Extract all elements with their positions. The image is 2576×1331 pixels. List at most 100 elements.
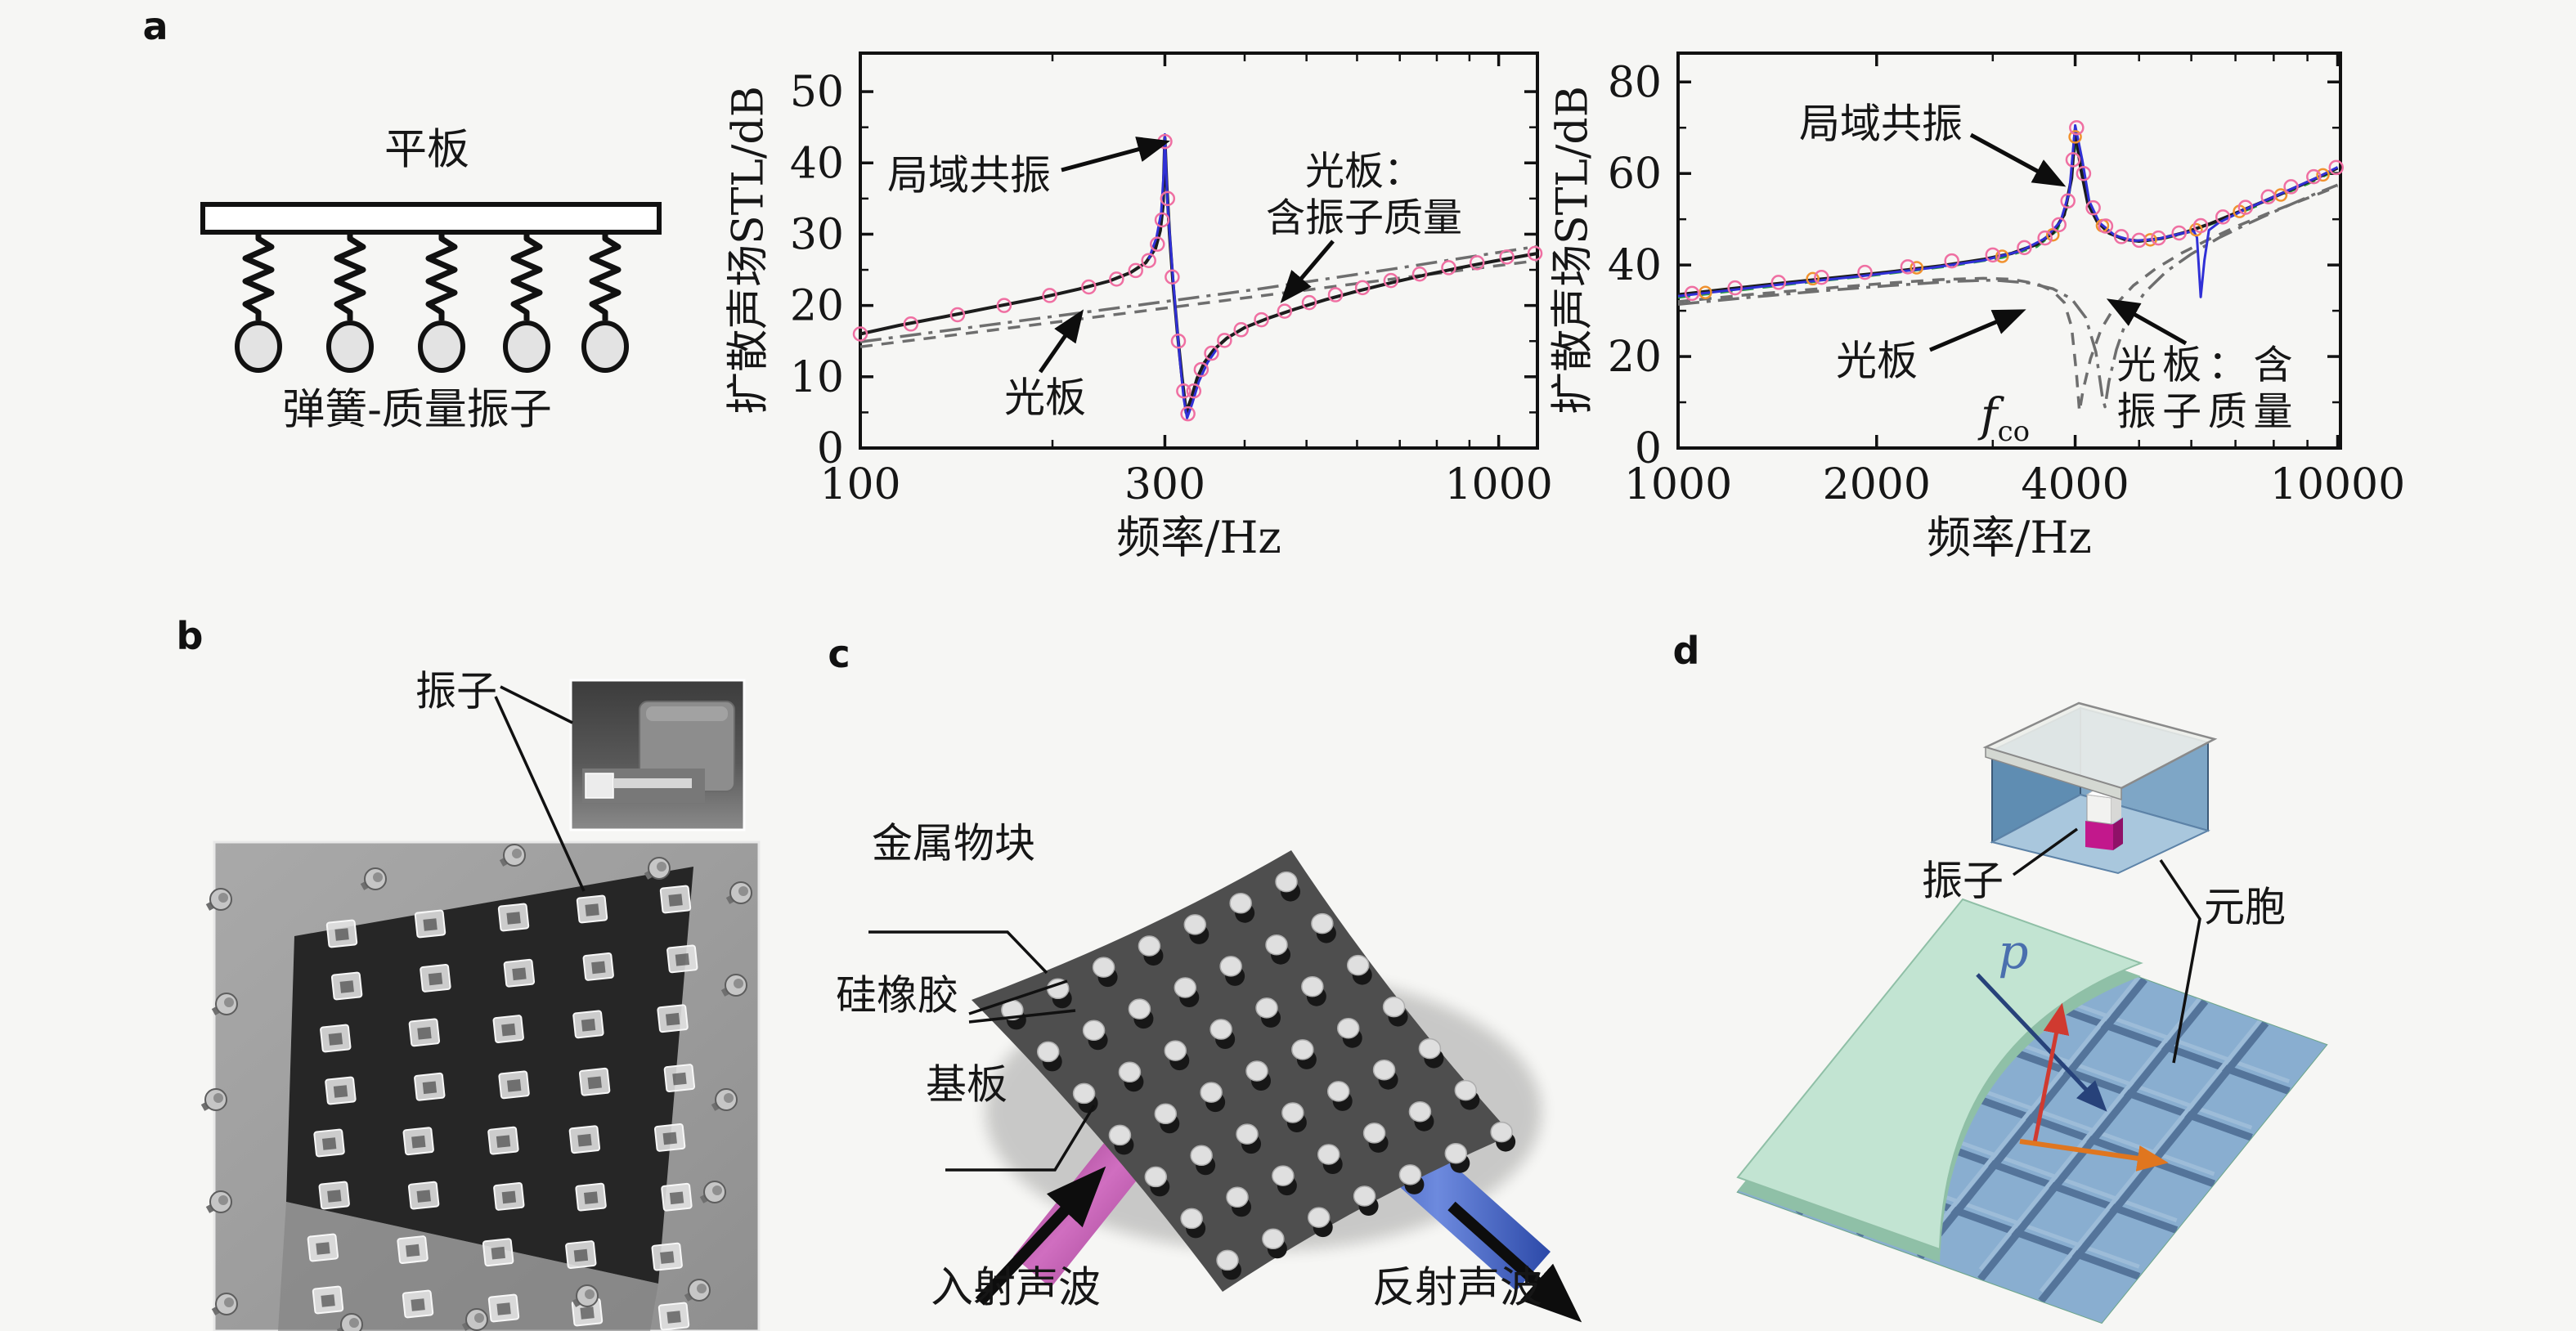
metamaterial-plate-diagram <box>868 850 1582 1323</box>
metal-block-label: 金属物块 <box>872 819 1035 867</box>
unit-cell-cube <box>1982 701 2218 875</box>
chart1-annotation-local-resonance: 局域共振 <box>1799 100 1963 148</box>
incident-arrow <box>975 1166 1106 1306</box>
marker <box>1154 212 1170 228</box>
mounting-bolts <box>200 844 752 1331</box>
z-axis-arrow <box>2032 1002 2070 1144</box>
marker <box>1527 245 1543 262</box>
marker <box>1910 261 1923 275</box>
marker <box>1499 249 1515 265</box>
incident-wave-label: 入射声波 <box>930 1263 1102 1313</box>
stud <box>1398 1164 1425 1194</box>
bolt-6 <box>205 1190 232 1213</box>
resonator-piece <box>420 964 451 993</box>
bolt-8 <box>720 974 747 997</box>
chart0-frame <box>859 52 1539 450</box>
chart1-annotation-bare-plate-with-mass: 光板：含振子质量 <box>2116 342 2293 434</box>
chart1-frame <box>1676 52 2342 450</box>
chart1-annotation-arrow-0 <box>1969 132 2067 187</box>
chart1-series-1-line <box>1677 183 2339 409</box>
mass-0 <box>235 320 282 373</box>
chart0-annotation-arrow-2 <box>1038 309 1084 374</box>
marker <box>1985 247 2001 263</box>
marker <box>852 326 868 342</box>
stud <box>1144 1166 1170 1197</box>
mass-1 <box>326 320 374 373</box>
stud <box>1138 935 1164 966</box>
chart0-y-axis-title: 扩散声场STL/dB <box>724 86 774 415</box>
marker <box>1180 406 1196 422</box>
resonator-piece <box>493 1182 525 1211</box>
marker <box>1170 333 1187 349</box>
stud <box>1353 1185 1379 1216</box>
chart0-annotation-arrow-1 <box>1280 240 1335 303</box>
chart0-x-axis-title: 频率/Hz <box>1116 512 1281 564</box>
stud <box>1082 1020 1108 1051</box>
mass-2 <box>418 320 465 373</box>
marker <box>2328 159 2345 176</box>
leader-to-inset <box>500 685 573 724</box>
spring-1 <box>334 232 366 320</box>
spring-3 <box>510 232 543 320</box>
chart1-y-tick-label: 60 <box>1608 150 1662 199</box>
marker <box>2283 179 2299 195</box>
bolt-2 <box>644 857 671 880</box>
leader-resonator <box>2012 827 2079 876</box>
chart1-y-tick-label: 20 <box>1608 333 1662 382</box>
resonator-piece <box>318 1181 350 1210</box>
stud <box>1418 1037 1444 1069</box>
chart1-y-axis-title: 扩散声场STL/dB <box>1548 86 1598 415</box>
leader-metal-block <box>868 930 1048 975</box>
stud <box>1382 996 1408 1027</box>
resonator-piece <box>578 1067 611 1096</box>
marker <box>1411 267 1428 282</box>
panel-base-reflection <box>278 1202 658 1331</box>
chart1-x-tick-label: 4000 <box>2021 460 2129 509</box>
resonator-piece <box>408 1018 441 1047</box>
chart0-annotation-bare-plate: 光板 <box>1004 374 1086 422</box>
stud <box>1272 1165 1297 1196</box>
chart0-y-tick-label: 40 <box>790 139 844 188</box>
resonator-piece <box>571 1297 604 1327</box>
metal-stud-array <box>1001 871 1516 1280</box>
marker <box>1141 253 1156 268</box>
chart1-x-tick-label: 1000 <box>1624 460 1732 509</box>
marker <box>2051 217 2067 233</box>
stud <box>1326 1081 1353 1111</box>
panel-label-b: b <box>176 614 204 658</box>
pressure-label: p <box>1998 923 2029 979</box>
marker <box>1944 253 1959 269</box>
stud <box>1174 977 1200 1007</box>
resonator-piece <box>582 952 614 981</box>
chart1-series-2-line <box>1677 140 2339 299</box>
resonator-piece <box>661 1182 693 1212</box>
marker <box>2192 217 2209 234</box>
stud <box>1490 1121 1516 1152</box>
marker <box>2171 225 2187 241</box>
leader-base-plate <box>945 1105 1096 1172</box>
marker <box>2189 222 2203 237</box>
stud <box>1108 1124 1134 1155</box>
resonator-piece <box>653 1123 686 1152</box>
stud <box>1154 1103 1180 1134</box>
resonator-piece <box>492 1015 524 1043</box>
stud <box>1236 1123 1261 1154</box>
marker <box>1193 361 1209 378</box>
chart0-y-tick-label: 0 <box>817 424 844 473</box>
resonator-piece <box>497 903 530 932</box>
stud <box>1128 998 1154 1029</box>
resonator-piece <box>503 958 536 988</box>
stud <box>1362 1123 1389 1153</box>
resonator-piece <box>482 1238 514 1267</box>
plate-shape <box>200 202 662 235</box>
marker <box>2260 189 2276 204</box>
marker <box>1150 236 1165 252</box>
chart0-y-tick-label: 10 <box>790 353 844 402</box>
spring-mass-schematic <box>200 202 662 373</box>
stud <box>1216 1249 1241 1280</box>
bolt-10 <box>699 1181 726 1203</box>
marker <box>1109 271 1124 287</box>
marker <box>2131 232 2147 249</box>
stud <box>1209 1019 1236 1049</box>
bolt-4 <box>211 993 238 1015</box>
